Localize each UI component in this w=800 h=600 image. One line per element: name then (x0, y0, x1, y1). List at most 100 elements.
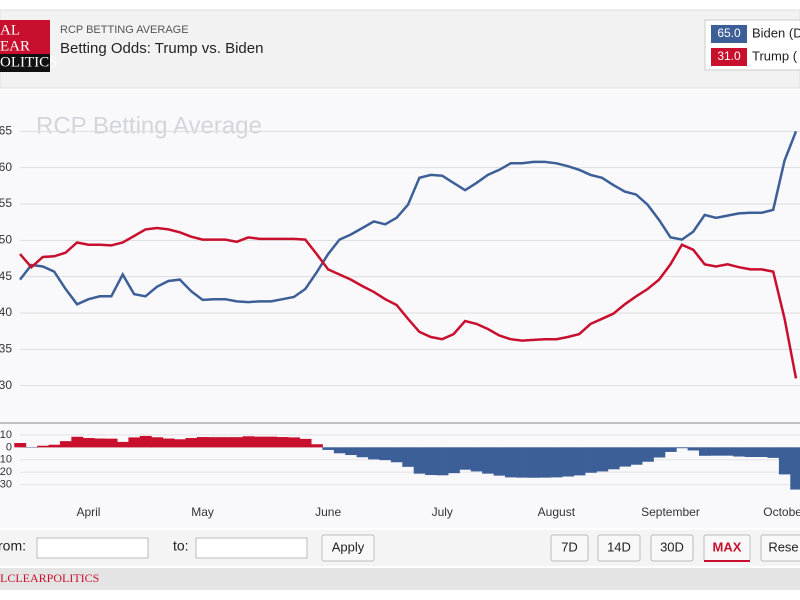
y-tick-label: 40 (0, 305, 12, 319)
spread-bar (733, 447, 746, 457)
logo-text: AL (0, 22, 20, 38)
spread-bar (767, 447, 780, 458)
legend-name: Biden (D (752, 25, 800, 40)
apply-label: Apply (332, 539, 365, 554)
spread-bar (231, 437, 244, 448)
range-label: 30D (660, 539, 684, 554)
from-input[interactable] (36, 537, 149, 559)
y2-tick-label: -20 (0, 466, 12, 478)
spread-bar (345, 447, 358, 456)
logo-band (0, 54, 50, 72)
range-button[interactable] (550, 534, 589, 562)
series-line (19, 130, 798, 306)
spread-bar (162, 438, 175, 448)
spread-bar (676, 447, 689, 449)
legend-swatch (711, 48, 747, 66)
spread-bar (562, 447, 574, 477)
spread-bar (756, 447, 768, 458)
x-tick-label: October (763, 505, 800, 519)
spread-bar (253, 436, 266, 448)
spread-bar (573, 447, 586, 476)
spread-bar (37, 445, 50, 448)
y2-tick-label: 10 (0, 429, 12, 441)
kicker: RCP BETTING AVERAGE (60, 24, 189, 36)
spread-bar (333, 447, 346, 454)
x-tick-label: September (641, 505, 700, 519)
spread-bar (356, 447, 369, 458)
legend-swatch (711, 25, 747, 43)
spread-bar (379, 447, 392, 461)
spread-bar (482, 447, 495, 474)
range-label: MAX (713, 539, 742, 554)
spread-bar (322, 447, 335, 450)
spread-bar (493, 447, 506, 476)
range-button[interactable] (597, 534, 641, 562)
legend-name: Trump ( (752, 48, 798, 63)
spread-bar (208, 437, 221, 448)
y-tick-label: 65 (0, 124, 12, 138)
spread-bar (185, 438, 198, 448)
watermark: RCP Betting Average (36, 112, 262, 139)
to-label: to: (173, 538, 189, 554)
y-tick-label: 30 (0, 378, 12, 392)
range-label: 7D (561, 539, 578, 554)
spread-bar (402, 447, 415, 467)
spread-bar (242, 436, 255, 448)
y-tick-label: 55 (0, 196, 12, 210)
spread-bar (596, 447, 609, 472)
spread-bar (641, 447, 654, 462)
spread-bar (311, 444, 323, 448)
spread-bar (128, 437, 141, 448)
spread-bar (436, 447, 449, 476)
y2-tick-label: -30 (0, 478, 12, 490)
x-tick-label: July (432, 505, 453, 519)
footer-brand: LCLEARPOLITICS (0, 571, 99, 585)
spread-bar (105, 438, 118, 448)
spread-bar (653, 447, 666, 458)
spread-bar (699, 447, 711, 456)
y-tick-label: 45 (0, 269, 12, 283)
spread-bar (14, 443, 27, 448)
spread-bar (584, 447, 597, 473)
y2-tick-label: 0 (6, 441, 12, 453)
header (0, 9, 800, 89)
spread-bar (390, 447, 403, 463)
spread-bar (299, 438, 312, 448)
spread-bar (288, 437, 301, 448)
spread-bar (630, 447, 643, 465)
spread-bar (139, 435, 152, 448)
legend-value: 31.0 (717, 49, 741, 63)
x-tick-label: April (76, 505, 100, 519)
spread-bar (607, 447, 620, 470)
spread-bar (71, 436, 84, 448)
spread-bar (447, 447, 460, 474)
spread-bar (721, 447, 734, 456)
series-line (19, 226, 798, 379)
apply-button[interactable] (321, 534, 375, 562)
y-tick-label: 35 (0, 342, 12, 356)
to-input[interactable] (195, 537, 308, 559)
from-label: rom: (0, 538, 26, 554)
x-tick-label: August (538, 505, 576, 519)
spread-bar (790, 447, 800, 490)
logo-text: OLITICS (0, 54, 58, 70)
spread-bar (151, 437, 164, 448)
spread-bar (664, 447, 677, 452)
spread-bar (59, 441, 72, 448)
range-label: Rese (768, 539, 798, 554)
spread-bar (94, 438, 107, 448)
range-button[interactable] (650, 534, 694, 562)
y2-tick-label: -10 (0, 454, 12, 466)
spread-bar (413, 447, 426, 474)
spread-bar (505, 447, 517, 478)
spread-bar (550, 447, 563, 478)
spread-bar (778, 447, 791, 475)
legend-value: 65.0 (717, 26, 741, 40)
range-button[interactable] (760, 534, 800, 562)
range-label: 14D (607, 539, 631, 554)
spread-bar (710, 447, 723, 456)
x-tick-label: May (191, 505, 214, 519)
spread-bar (516, 447, 529, 478)
spread-bar (539, 447, 552, 478)
